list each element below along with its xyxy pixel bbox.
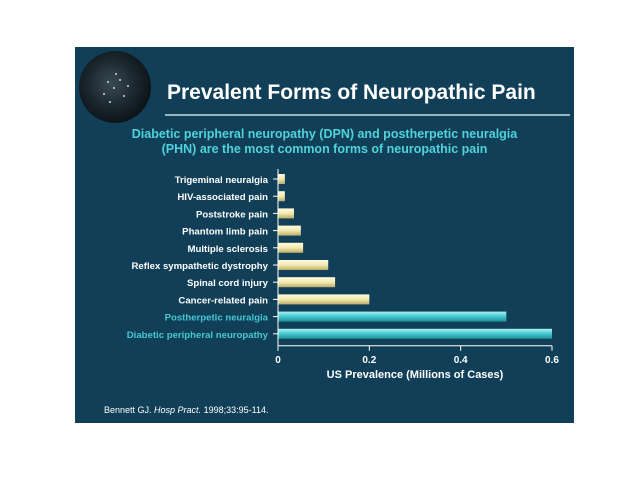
subtitle-line-2: (PHN) are the most common forms of neuro…: [161, 142, 488, 156]
bar-5: [278, 260, 329, 270]
x-tick-label-1: 0.2: [362, 355, 376, 366]
subtitle-line-1: Diabetic peripheral neuropathy (DPN) and…: [131, 127, 518, 141]
category-label-1: HIV-associated pain: [177, 192, 268, 203]
bar-2: [278, 208, 294, 219]
slide-subtitle: Diabetic peripheral neuropathy (DPN) and…: [75, 127, 574, 157]
slide: Prevalent Forms of Neuropathic Pain Diab…: [75, 47, 574, 423]
x-tick-label-3: 0.6: [545, 355, 559, 366]
category-label-2: Poststroke pain: [196, 209, 268, 220]
globe-icon: [79, 51, 151, 123]
title-divider: [165, 114, 570, 116]
category-label-3: Phantom limb pain: [182, 227, 268, 238]
x-axis-label: US Prevalence (Millions of Cases): [327, 369, 504, 381]
category-label-5: Reflex sympathetic dystrophy: [132, 261, 269, 272]
category-label-9: Diabetic peripheral neuropathy: [127, 330, 269, 341]
category-label-8: Postherpetic neuralgia: [165, 313, 269, 324]
category-label-4: Multiple sclerosis: [187, 244, 268, 255]
citation-author: Bennett GJ.: [104, 405, 155, 415]
bar-4: [278, 242, 304, 253]
bar-7: [278, 294, 370, 305]
bar-chart: Trigeminal neuralgia HIV-associated pain P…: [127, 169, 559, 381]
x-tick-label-2: 0.4: [454, 355, 468, 366]
citation-rest: 1998;33:95-114.: [201, 405, 269, 415]
bar-0: [278, 174, 285, 184]
bar-9: [278, 328, 552, 339]
x-tick-label-0: 0: [275, 355, 281, 366]
bar-6: [278, 277, 336, 288]
citation-journal: Hosp Pract.: [154, 405, 202, 415]
bar-1: [278, 191, 285, 202]
category-label-0: Trigeminal neuralgia: [175, 175, 269, 186]
category-label-6: Spinal cord injury: [187, 278, 269, 289]
slide-title: Prevalent Forms of Neuropathic Pain: [167, 81, 536, 104]
citation: Bennett GJ. Hosp Pract. 1998;33:95-114.: [104, 405, 268, 415]
bar-3: [278, 225, 301, 236]
category-label-7: Cancer-related pain: [178, 295, 268, 306]
bar-8: [278, 311, 507, 322]
